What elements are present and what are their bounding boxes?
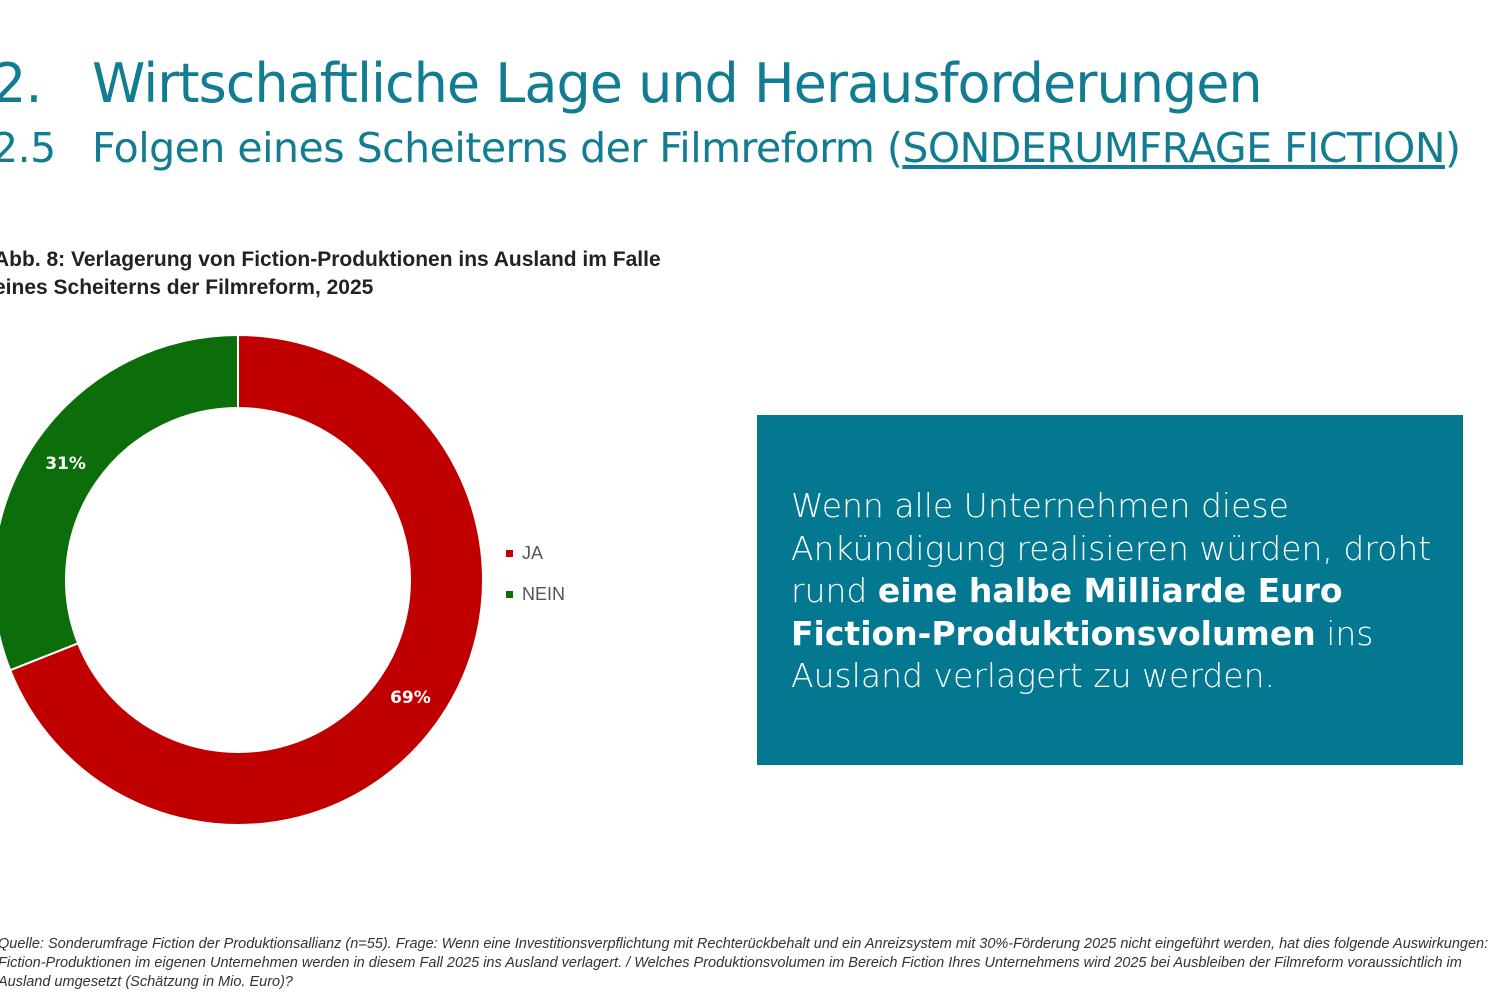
legend-item-nein: NEIN [506, 584, 565, 605]
subsection-heading: 2.5 Folgen eines Scheiterns der Filmrefor… [0, 124, 1461, 172]
subsection-close: ) [1444, 124, 1461, 172]
subsection-link[interactable]: SONDERUMFRAGE FICTION [902, 124, 1445, 172]
slice-ja [8, 333, 484, 826]
data-label-nein: 31% [45, 454, 86, 474]
subsection-number: 2.5 [0, 124, 56, 172]
callout-text-2: ins Ausland verlagert zu werden. [791, 613, 1374, 696]
section-heading: 2. Wirtschaftliche Lage und Herausforderu… [0, 52, 1263, 115]
data-label-ja: 69% [390, 688, 431, 708]
source-note: Quelle: Sonderumfrage Fiction der Produk… [0, 936, 1489, 990]
callout-box: Wenn alle Unternehmen diese Ankündigung … [757, 415, 1463, 765]
chart-legend: JA NEIN [506, 543, 565, 625]
section-number: 2. [0, 52, 43, 115]
callout-text-1: Wenn alle Unternehmen diese Ankündigung … [791, 486, 1432, 610]
legend-item-ja: JA [506, 543, 565, 564]
callout-bold: eine halbe Milliarde Euro Fiction-Produk… [791, 571, 1343, 653]
legend-swatch-nein [506, 591, 513, 598]
legend-label-ja: JA [522, 543, 544, 563]
legend-label-nein: NEIN [522, 584, 566, 604]
subsection-title: Folgen eines Scheiterns der Filmreform ( [92, 124, 903, 172]
section-title: Wirtschaftliche Lage und Herausforderung… [92, 52, 1263, 115]
legend-swatch-ja [506, 550, 513, 557]
slice-nein [0, 333, 239, 672]
chart-title: Abb. 8: Verlagerung von Fiction-Produkti… [0, 248, 661, 299]
